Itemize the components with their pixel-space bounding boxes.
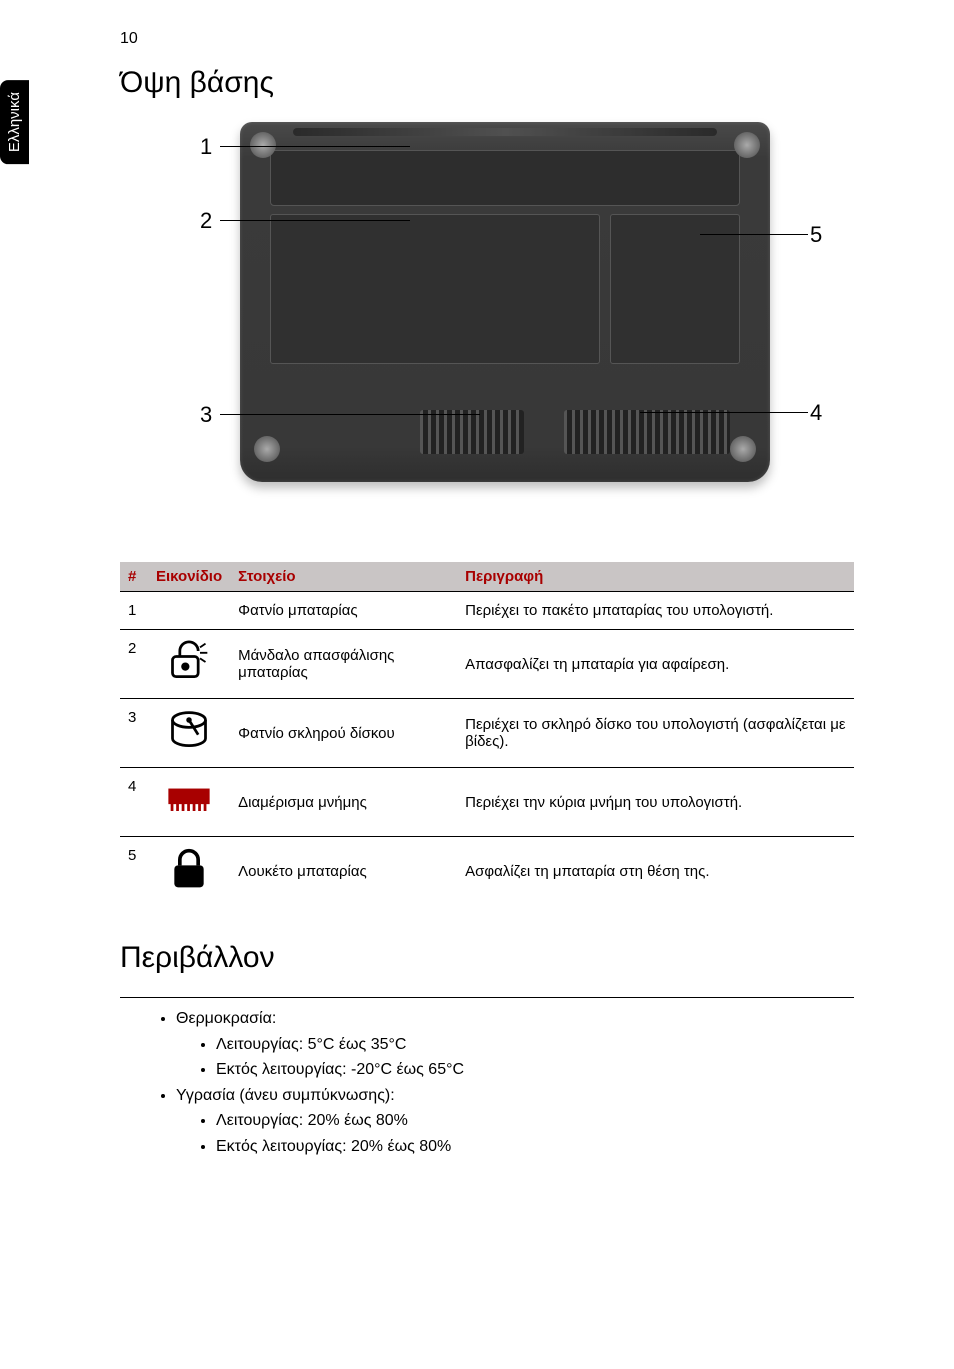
row-item: Λουκέτο μπαταρίας: [230, 837, 457, 906]
row-item: Διαμέρισμα μνήμης: [230, 768, 457, 837]
hdd-icon: [148, 699, 230, 768]
laptop-illustration: [240, 122, 770, 482]
env-humidity-label: Υγρασία (άνευ συμπύκνωσης):: [176, 1087, 395, 1104]
table-header-row: # Εικονίδιο Στοιχείο Περιγραφή: [120, 562, 854, 592]
parts-table: # Εικονίδιο Στοιχείο Περιγραφή 1 Φατνίο …: [120, 562, 854, 905]
row-icon: [148, 592, 230, 630]
row-desc: Απασφαλίζει τη μπαταρία για αφαίρεση.: [457, 630, 854, 699]
row-item: Φατνίο σκληρού δίσκου: [230, 699, 457, 768]
row-num: 2: [120, 630, 148, 699]
list-item: Λειτουργίας: 20% έως 80%: [216, 1108, 854, 1134]
row-num: 5: [120, 837, 148, 906]
table-row: 4 Διαμέρισμα μνήμης Περιέχει την κύρια μ…: [120, 768, 854, 837]
env-temp-label: Θερμοκρασία:: [176, 1010, 276, 1027]
table-row: 1 Φατνίο μπαταρίας Περιέχει το πακέτο μπ…: [120, 592, 854, 630]
divider: [120, 997, 854, 998]
list-item: Υγρασία (άνευ συμπύκνωσης): Λειτουργίας:…: [176, 1083, 854, 1160]
language-tab: Ελληνικά: [0, 80, 29, 164]
th-icon: Εικονίδιο: [148, 562, 230, 592]
page-content: Όψη βάσης 1 2 3 5 4 # Εικονίδιο Στοιχείο: [0, 66, 954, 1160]
th-desc: Περιγραφή: [457, 562, 854, 592]
list-item: Λειτουργίας: 5°C έως 35°C: [216, 1032, 854, 1058]
callout-3: 3: [200, 402, 212, 428]
row-num: 4: [120, 768, 148, 837]
ram-icon: [148, 768, 230, 837]
unlock-icon: [148, 630, 230, 699]
base-view-diagram: 1 2 3 5 4: [120, 122, 850, 522]
row-desc: Περιέχει την κύρια μνήμη του υπολογιστή.: [457, 768, 854, 837]
callout-4: 4: [810, 400, 822, 426]
lock-icon: [148, 837, 230, 906]
page-number: 10: [0, 30, 954, 48]
th-item: Στοιχείο: [230, 562, 457, 592]
th-num: #: [120, 562, 148, 592]
row-desc: Περιέχει το πακέτο μπαταρίας του υπολογι…: [457, 592, 854, 630]
row-desc: Ασφαλίζει τη μπαταρία στη θέση της.: [457, 837, 854, 906]
row-item: Μάνδαλο απασφάλισης μπαταρίας: [230, 630, 457, 699]
callout-2: 2: [200, 208, 212, 234]
row-desc: Περιέχει το σκληρό δίσκο του υπολογιστή …: [457, 699, 854, 768]
environment-list: Θερμοκρασία: Λειτουργίας: 5°C έως 35°C Ε…: [120, 1006, 854, 1160]
list-item: Θερμοκρασία: Λειτουργίας: 5°C έως 35°C Ε…: [176, 1006, 854, 1083]
table-row: 2 Μάνδαλο απασφάλισης μπαταρίας Απασφαλί…: [120, 630, 854, 699]
table-row: 5 Λουκέτο μπαταρίας Ασφαλίζει τη μπαταρί…: [120, 837, 854, 906]
list-item: Εκτός λειτουργίας: 20% έως 80%: [216, 1134, 854, 1160]
callout-1: 1: [200, 134, 212, 160]
list-item: Εκτός λειτουργίας: -20°C έως 65°C: [216, 1057, 854, 1083]
row-item: Φατνίο μπαταρίας: [230, 592, 457, 630]
row-num: 3: [120, 699, 148, 768]
base-view-heading: Όψη βάσης: [120, 66, 854, 100]
environment-heading: Περιβάλλον: [120, 941, 854, 975]
row-num: 1: [120, 592, 148, 630]
table-row: 3 Φατνίο σκληρού δίσκου Περιέχει το σκλη…: [120, 699, 854, 768]
callout-5: 5: [810, 222, 822, 248]
